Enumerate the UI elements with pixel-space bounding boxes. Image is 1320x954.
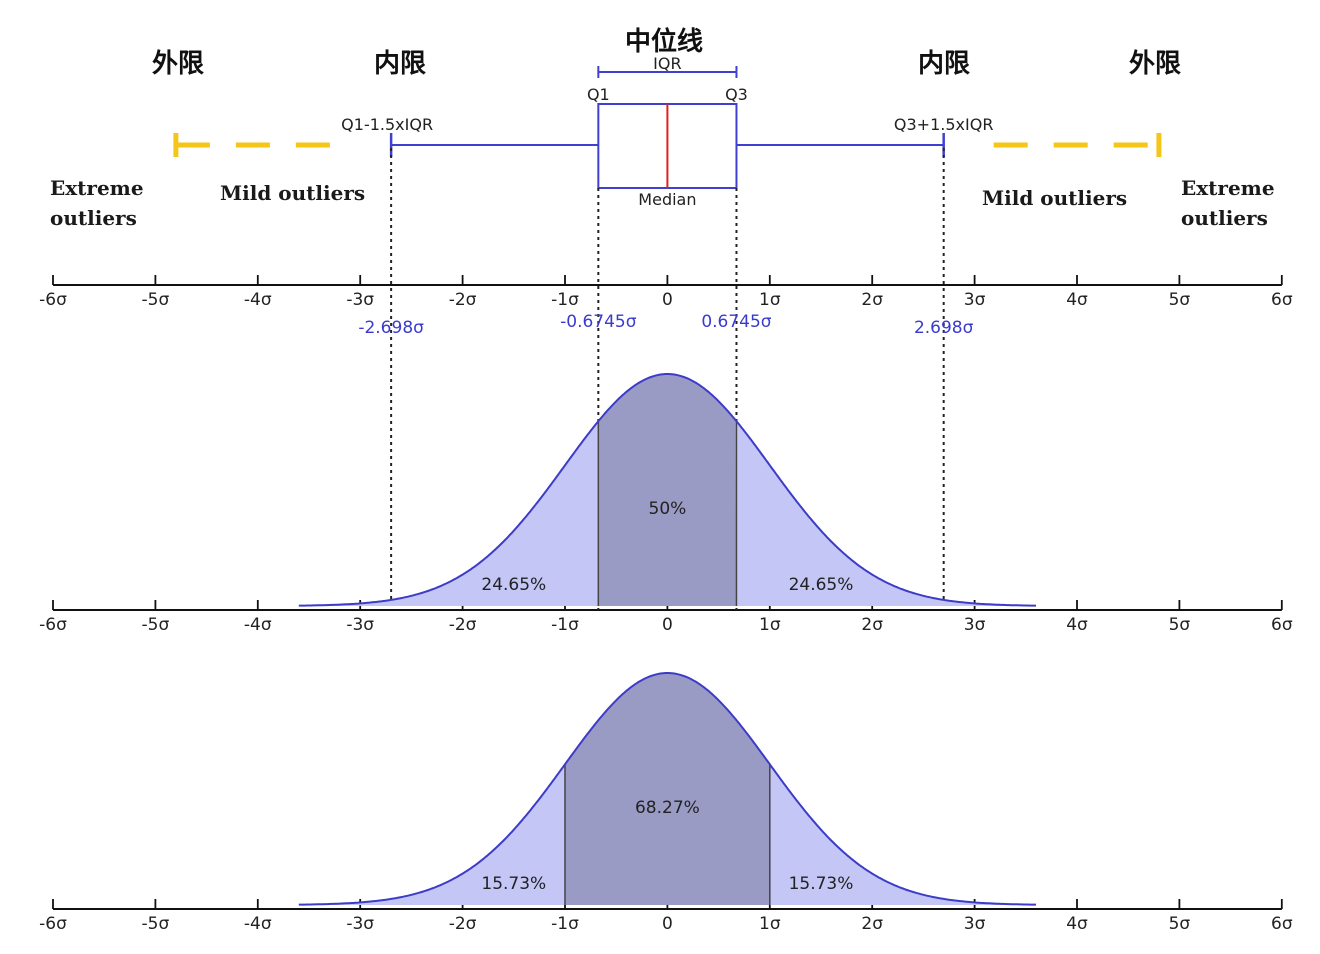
normal-curve-line <box>298 672 1036 906</box>
axis-tick-label: 5σ <box>1169 290 1191 310</box>
axis-tick-label: -4σ <box>244 615 272 635</box>
median-label: Median <box>638 190 696 209</box>
region-percent-label: 50% <box>649 499 687 519</box>
sigma-axes: -6σ -5σ -4σ -3σ -2σ -1σ 0 1σ 2σ 3σ 4σ 5σ 6σ -6σ -5σ -4σ… <box>39 275 1293 934</box>
normal-curve-line <box>298 373 1036 607</box>
axis-tick-label: 4σ <box>1066 615 1088 635</box>
sigma-mark-label: -0.6745σ <box>560 312 637 332</box>
axis-tick-label: 1σ <box>759 615 781 635</box>
axis-tick-label: 0 <box>662 290 673 310</box>
box-plot: IQR Q1 Q3 Median Q1-1.5xIQR Q3+1.5xIQR <box>173 54 1162 209</box>
axis-tick-label: -6σ <box>39 914 67 934</box>
region-percent-label: 68.27% <box>635 798 700 818</box>
axis-tick-label: 5σ <box>1169 615 1191 635</box>
extreme-outliers-right-line2: outliers <box>1181 206 1268 230</box>
axis-tick-label: 2σ <box>861 615 883 635</box>
axis-tick-label: -6σ <box>39 615 67 635</box>
axis-tick-label: -2σ <box>449 914 477 934</box>
axis-tick-label: -1σ <box>551 914 579 934</box>
axis-tick-label: -3σ <box>346 615 374 635</box>
axis-tick-label: 4σ <box>1066 290 1088 310</box>
axis-tick-label: 0 <box>662 615 673 635</box>
axis-tick-label: -4σ <box>244 914 272 934</box>
axis-tick-label: 6σ <box>1271 914 1293 934</box>
inner-fence-right-label: 内限 <box>918 49 970 79</box>
axis-tick-label: 1σ <box>759 290 781 310</box>
axis-tick-label: -1σ <box>551 290 579 310</box>
axis-tick-label: -6σ <box>39 290 67 310</box>
axis-tick-label: 0 <box>662 914 673 934</box>
extreme-outliers-left-line2: outliers <box>50 206 137 230</box>
axis-tick-label: 1σ <box>759 914 781 934</box>
center-region <box>598 374 737 606</box>
axis-tick-label: 5σ <box>1169 914 1191 934</box>
outer-fence-right-label: 外限 <box>1129 49 1181 79</box>
mild-outliers-left: Mild outliers <box>220 181 365 205</box>
normal-curve-one-sigma: 15.73% 68.27% 15.73% <box>298 672 1037 906</box>
axis-tick-label: -3σ <box>346 290 374 310</box>
region-percent-label: 24.65% <box>789 575 854 595</box>
quartile-guide-lines <box>390 148 945 610</box>
axis-tick-label: 3σ <box>964 290 986 310</box>
q3-label: Q3 <box>725 85 748 104</box>
axis-tick-label: 6σ <box>1271 290 1293 310</box>
q1-label: Q1 <box>587 85 610 104</box>
axis-tick-label: 3σ <box>964 615 986 635</box>
top-sigma-axis: -6σ -5σ -4σ -3σ -2σ -1σ 0 1σ 2σ 3σ 4σ 5σ 6σ <box>39 275 1293 310</box>
upper-fence-label: Q3+1.5xIQR <box>894 115 994 134</box>
center-region <box>565 673 770 905</box>
outer-fence-left-label: 外限 <box>152 49 204 79</box>
axis-tick-label: 3σ <box>964 914 986 934</box>
mild-outliers-right: Mild outliers <box>982 186 1127 210</box>
axis-tick-label: -5σ <box>142 914 170 934</box>
middle-sigma-axis: -6σ -5σ -4σ -3σ -2σ -1σ 0 1σ 2σ 3σ 4σ 5σ 6σ <box>39 600 1293 635</box>
lower-fence-label: Q1-1.5xIQR <box>341 115 433 134</box>
sigma-mark-label: 2.698σ <box>914 318 974 338</box>
region-percent-label: 15.73% <box>789 874 854 894</box>
axis-tick-label: -5σ <box>142 615 170 635</box>
axis-tick-label: 4σ <box>1066 914 1088 934</box>
sigma-mark-label: 0.6745σ <box>701 312 771 332</box>
inner-fence-left-label: 内限 <box>374 49 426 79</box>
axis-tick-label: -5σ <box>142 290 170 310</box>
axis-tick-label: -3σ <box>346 914 374 934</box>
extreme-outliers-right-line1: Extreme <box>1181 176 1275 200</box>
axis-tick-label: -2σ <box>449 290 477 310</box>
axis-tick-label: -1σ <box>551 615 579 635</box>
axis-tick-label: 2σ <box>861 290 883 310</box>
axis-tick-label: 6σ <box>1271 615 1293 635</box>
normal-curve-quartiles: 24.65% 50% 24.65% <box>298 373 1037 607</box>
region-percent-label: 15.73% <box>481 874 546 894</box>
region-percent-label: 24.65% <box>481 575 546 595</box>
sigma-mark-label: -2.698σ <box>358 318 424 338</box>
median-line-label: 中位线 <box>625 26 703 57</box>
axis-tick-label: -2σ <box>449 615 477 635</box>
sigma-mark-labels: -2.698σ -0.6745σ 0.6745σ 2.698σ <box>358 312 973 338</box>
iqr-label: IQR <box>653 54 681 73</box>
axis-tick-label: -4σ <box>244 290 272 310</box>
axis-tick-label: 2σ <box>861 914 883 934</box>
extreme-outliers-left-line1: Extreme <box>50 176 144 200</box>
